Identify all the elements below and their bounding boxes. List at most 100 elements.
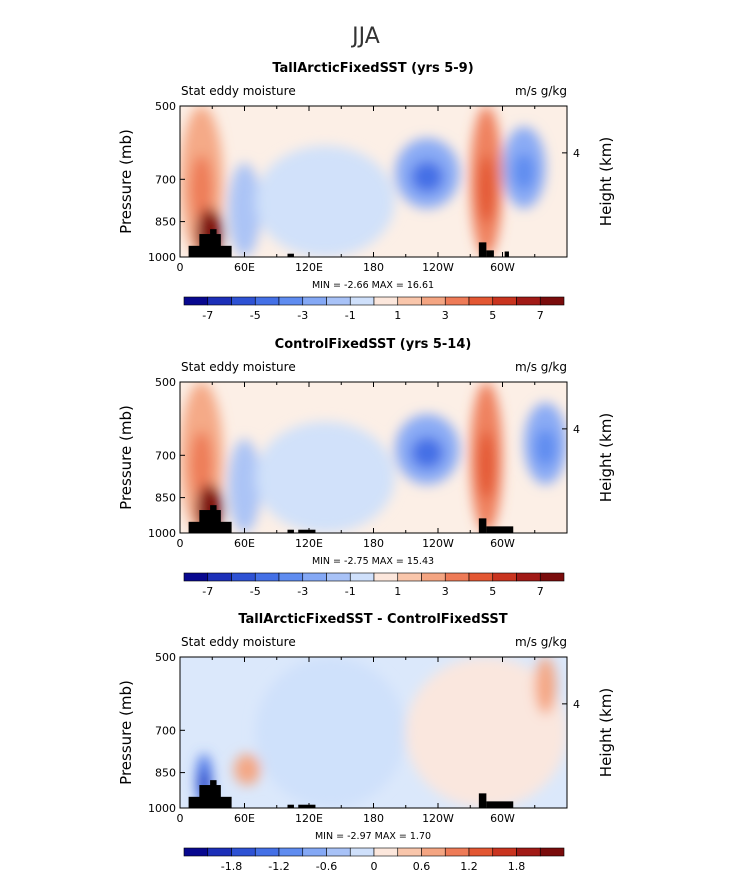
ytick-label: 700 [155,724,176,737]
panel-2: TallArcticFixedSST - ControlFixedSST Stat… [117,612,615,872]
xtick-label: 180 [363,537,384,550]
colorbar-label: -0.6 [316,860,337,872]
panel-title: TallArcticFixedSST (yrs 5-9) [272,61,473,76]
colorbar-label: -1.2 [268,860,289,872]
colorbar-swatch [254,296,280,306]
colorbar-swatch [373,847,399,857]
colorbar-swatch [254,572,280,582]
colorbar-label: 1.8 [508,860,526,872]
ytick-label: 500 [155,376,176,389]
contour-core-cool-30W [513,153,535,191]
colorbar-swatch [207,572,232,582]
colorbar-swatch [326,572,351,582]
contour-cool-mid-pacific [255,421,395,533]
colorbar-label: 1 [394,309,401,322]
colorbar-swatch [278,847,304,857]
terrain-block [298,804,316,808]
xtick-label: 120E [295,261,323,274]
colorbar-label: -3 [297,309,308,322]
colorbar-swatch [468,296,494,306]
terrain-block [486,526,514,533]
contour-core-warm-band-0-30E [190,155,213,224]
xtick-label: 120W [422,812,454,825]
ytick-label: 700 [155,173,176,186]
colorbar-swatch [444,572,470,582]
colorbar-swatch [516,296,541,306]
terrain-block [210,780,217,808]
colorbar-swatch [349,296,375,306]
colorbar-swatch [231,847,256,857]
xtick-label: 120W [422,537,454,550]
xtick-label: 60W [490,537,515,550]
colorbar-swatch [183,847,209,857]
panel-title: TallArcticFixedSST - ControlFixedSST [238,612,507,627]
colorbar-label: 3 [442,309,449,322]
colorbar-swatch [492,847,517,857]
colorbar-swatch [539,572,565,582]
colorbar-label: -3 [297,585,308,598]
ylabel-right: Height (km) [597,688,615,777]
panel-title: ControlFixedSST (yrs 5-14) [275,337,472,352]
colorbar-label: 0.6 [413,860,431,872]
contour-core-warm-band-0-30E [190,431,213,500]
colorbar-swatch [421,572,446,582]
terrain-block [210,229,217,257]
contour-cool-60E [228,163,261,257]
colorbar-swatch [539,296,565,306]
colorbar-swatch [468,572,494,582]
xtick-label: 60E [234,812,255,825]
colorbar-swatch [302,572,327,582]
xtick-label: 180 [363,261,384,274]
colorbar-swatch [516,572,541,582]
contour-core-pos-30W-upper [540,675,551,702]
min-max-label: MIN = -2.75 MAX = 15.43 [312,556,434,567]
ytick-label: 1000 [148,251,176,264]
colorbar-label: 5 [489,585,496,598]
min-max-label: MIN = -2.66 MAX = 16.61 [312,280,434,291]
terrain-block [298,529,316,533]
panel-1: ControlFixedSST (yrs 5-14) Stat eddy mois… [117,337,615,598]
colorbar-swatch [326,847,351,857]
field-blobs [180,382,567,533]
colorbar-label: 1 [394,585,401,598]
field-blobs [180,106,546,257]
terrain-block [210,505,217,533]
ytick-label: 850 [155,216,176,229]
colorbar-swatch [207,296,232,306]
colorbar-swatch [492,572,517,582]
contour-core-min-150W [411,161,444,193]
colorbar-label: -1 [345,309,356,322]
colorbar-swatch [444,847,470,857]
ylabel: Pressure (mb) [117,680,135,785]
terrain-block [287,529,294,533]
contour-core-cool-30W [534,429,557,467]
colorbar-swatch [183,572,209,582]
ytick-label: 700 [155,449,176,462]
xtick-label: 60W [490,812,515,825]
colorbar-swatch [231,296,256,306]
colorbar-swatch [373,572,399,582]
terrain-block [504,251,509,257]
colorbar-swatch [373,296,399,306]
colorbar-swatch [468,847,494,857]
xtick-label: 0 [177,537,184,550]
field-label: Stat eddy moisture [181,635,296,649]
terrain-block [478,793,487,808]
contour-core-min-150W [411,437,444,469]
colorbar-swatch [539,847,565,857]
colorbar-label: 7 [537,309,544,322]
panel-0: TallArcticFixedSST (yrs 5-9) Stat eddy mo… [117,61,615,322]
ytick-right-label: 4 [573,147,580,160]
colorbar-swatch [349,847,375,857]
ytick-label: 1000 [148,527,176,540]
colorbar-swatch [326,296,351,306]
contour-cool-mid-pacific [255,145,395,257]
terrain-block [287,253,294,257]
terrain-block [486,801,514,808]
colorbar-swatch [231,572,256,582]
colorbar-swatch [302,847,327,857]
colorbar-swatch [421,847,446,857]
colorbar-label: 3 [442,585,449,598]
ytick-label: 850 [155,492,176,505]
